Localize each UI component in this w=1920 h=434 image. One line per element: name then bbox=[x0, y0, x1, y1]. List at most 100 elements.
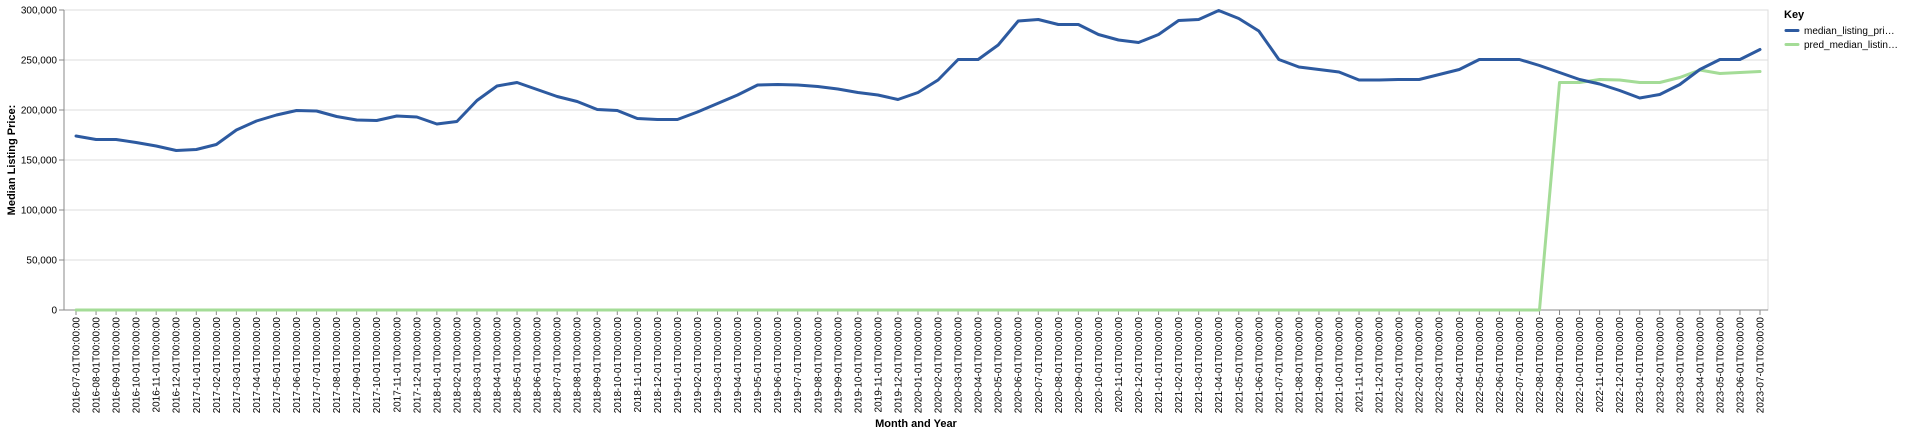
x-tick-label: 2019-03-01T00:00:00 bbox=[713, 317, 724, 414]
x-tick-label: 2018-07-01T00:00:00 bbox=[553, 317, 564, 414]
x-tick-label: 2023-06-01T00:00:00 bbox=[1735, 317, 1746, 414]
x-tick-label: 2018-04-01T00:00:00 bbox=[493, 317, 504, 414]
x-tick-label: 2020-03-01T00:00:00 bbox=[954, 317, 965, 414]
x-tick-label: 2022-11-01T00:00:00 bbox=[1595, 317, 1606, 413]
x-tick-label: 2020-11-01T00:00:00 bbox=[1114, 317, 1125, 413]
x-tick-label: 2019-09-01T00:00:00 bbox=[833, 317, 844, 414]
x-tick-label: 2022-06-01T00:00:00 bbox=[1495, 317, 1506, 414]
x-tick-label: 2017-05-01T00:00:00 bbox=[272, 317, 283, 414]
y-tick-label: 50,000 bbox=[26, 256, 57, 267]
y-axis-title: Median Listing Price: bbox=[6, 105, 18, 216]
x-tick-label: 2021-05-01T00:00:00 bbox=[1234, 317, 1245, 414]
x-tick-label: 2017-04-01T00:00:00 bbox=[252, 317, 263, 414]
x-tick-label: 2021-02-01T00:00:00 bbox=[1174, 317, 1185, 414]
x-tick-label: 2016-07-01T00:00:00 bbox=[72, 317, 83, 414]
x-tick-label: 2019-01-01T00:00:00 bbox=[673, 317, 684, 414]
x-tick-label: 2019-04-01T00:00:00 bbox=[733, 317, 744, 414]
x-tick-label: 2022-12-01T00:00:00 bbox=[1615, 317, 1626, 414]
x-tick-label: 2022-03-01T00:00:00 bbox=[1435, 317, 1446, 414]
x-tick-label: 2020-05-01T00:00:00 bbox=[994, 317, 1005, 414]
x-tick-label: 2022-08-01T00:00:00 bbox=[1535, 317, 1546, 414]
x-tick-label: 2021-04-01T00:00:00 bbox=[1214, 317, 1225, 414]
x-tick-label: 2021-07-01T00:00:00 bbox=[1274, 317, 1285, 414]
x-tick-label: 2018-09-01T00:00:00 bbox=[593, 317, 604, 414]
x-tick-label: 2020-07-01T00:00:00 bbox=[1034, 317, 1045, 414]
y-axis: 0 50,000 100,000 150,000 200,000 250,000 300,0… bbox=[21, 6, 65, 317]
x-tick-label: 2023-04-01T00:00:00 bbox=[1695, 317, 1706, 414]
x-tick-label: 2019-05-01T00:00:00 bbox=[753, 317, 764, 414]
x-tick-label: 2023-02-01T00:00:00 bbox=[1655, 317, 1666, 414]
legend-title: Key bbox=[1784, 9, 1805, 21]
series-line-median-listing-price bbox=[74, 9, 1762, 152]
x-tick-label: 2022-07-01T00:00:00 bbox=[1515, 317, 1526, 414]
x-tick-label: 2017-01-01T00:00:00 bbox=[192, 317, 203, 414]
x-tick-label: 2023-03-01T00:00:00 bbox=[1675, 317, 1686, 414]
x-tick-label: 2022-02-01T00:00:00 bbox=[1415, 317, 1426, 414]
x-tick-label: 2019-08-01T00:00:00 bbox=[813, 317, 824, 414]
x-tick-label: 2019-12-01T00:00:00 bbox=[893, 317, 904, 414]
legend: Key median_listing_pri… pred_median_listi… bbox=[1784, 9, 1898, 51]
series-layer bbox=[74, 9, 1762, 312]
x-tick-label: 2023-07-01T00:00:00 bbox=[1756, 317, 1767, 414]
x-axis-title: Month and Year bbox=[875, 418, 957, 430]
x-tick-label: 2021-09-01T00:00:00 bbox=[1314, 317, 1325, 414]
x-tick-label: 2021-12-01T00:00:00 bbox=[1375, 317, 1386, 414]
legend-label-median-listing-price: median_listing_pri… bbox=[1804, 26, 1895, 37]
y-tick-label: 200,000 bbox=[21, 106, 58, 117]
x-tick-label: 2020-12-01T00:00:00 bbox=[1134, 317, 1145, 414]
x-tick-label: 2020-01-01T00:00:00 bbox=[914, 317, 925, 414]
x-tick-label: 2016-10-01T00:00:00 bbox=[132, 317, 143, 414]
x-tick-label: 2022-09-01T00:00:00 bbox=[1555, 317, 1566, 414]
x-tick-label: 2023-01-01T00:00:00 bbox=[1635, 317, 1646, 414]
x-tick-label: 2021-03-01T00:00:00 bbox=[1194, 317, 1205, 414]
x-tick-label: 2021-10-01T00:00:00 bbox=[1335, 317, 1346, 414]
x-tick-label: 2018-08-01T00:00:00 bbox=[573, 317, 584, 414]
x-tick-label: 2021-06-01T00:00:00 bbox=[1254, 317, 1265, 414]
x-tick-label: 2022-04-01T00:00:00 bbox=[1455, 317, 1466, 414]
x-tick-label: 2020-06-01T00:00:00 bbox=[1014, 317, 1025, 414]
x-tick-label: 2021-01-01T00:00:00 bbox=[1154, 317, 1165, 414]
x-tick-label: 2022-05-01T00:00:00 bbox=[1475, 317, 1486, 414]
x-tick-label: 2020-09-01T00:00:00 bbox=[1074, 317, 1085, 414]
x-tick-label: 2018-05-01T00:00:00 bbox=[513, 317, 524, 414]
x-tick-label: 2020-02-01T00:00:00 bbox=[934, 317, 945, 414]
x-tick-label: 2018-12-01T00:00:00 bbox=[653, 317, 664, 414]
x-tick-label: 2019-06-01T00:00:00 bbox=[773, 317, 784, 414]
x-tick-label: 2017-03-01T00:00:00 bbox=[232, 317, 243, 414]
x-axis: 2016-07-01T00:00:00 2016-08-01T00:00:00 20… bbox=[64, 309, 1768, 414]
x-tick-label: 2017-06-01T00:00:00 bbox=[292, 317, 303, 414]
x-tick-label: 2017-02-01T00:00:00 bbox=[212, 317, 223, 414]
series-line-pred-median-listing-price bbox=[74, 68, 1762, 312]
x-tick-label: 2017-09-01T00:00:00 bbox=[352, 317, 363, 414]
x-tick-label: 2021-08-01T00:00:00 bbox=[1294, 317, 1305, 414]
x-tick-label: 2016-09-01T00:00:00 bbox=[112, 317, 123, 414]
y-tick-label: 150,000 bbox=[21, 156, 58, 167]
x-tick-label: 2022-01-01T00:00:00 bbox=[1395, 317, 1406, 414]
y-tick-label: 250,000 bbox=[21, 56, 58, 67]
x-tick-label: 2020-10-01T00:00:00 bbox=[1094, 317, 1105, 414]
x-tick-label: 2018-10-01T00:00:00 bbox=[613, 317, 624, 414]
x-tick-label: 2018-06-01T00:00:00 bbox=[533, 317, 544, 414]
x-tick-label: 2017-11-01T00:00:00 bbox=[392, 317, 403, 413]
x-tick-label: 2019-02-01T00:00:00 bbox=[693, 317, 704, 414]
x-tick-label: 2019-11-01T00:00:00 bbox=[873, 317, 884, 413]
x-tick-label: 2016-11-01T00:00:00 bbox=[152, 317, 163, 413]
x-tick-label: 2017-10-01T00:00:00 bbox=[372, 317, 383, 414]
x-tick-label: 2021-11-01T00:00:00 bbox=[1355, 317, 1366, 413]
x-tick-label: 2017-08-01T00:00:00 bbox=[332, 317, 343, 414]
y-tick-label: 100,000 bbox=[21, 206, 58, 217]
x-tick-label: 2017-07-01T00:00:00 bbox=[312, 317, 323, 414]
x-tick-label: 2018-03-01T00:00:00 bbox=[472, 317, 483, 414]
x-tick-label: 2022-10-01T00:00:00 bbox=[1575, 317, 1586, 414]
x-tick-label: 2016-08-01T00:00:00 bbox=[92, 317, 103, 414]
x-tick-label: 2019-07-01T00:00:00 bbox=[793, 317, 804, 414]
y-tick-label: 0 bbox=[51, 306, 57, 317]
x-tick-label: 2018-02-01T00:00:00 bbox=[452, 317, 463, 414]
x-tick-label: 2019-10-01T00:00:00 bbox=[853, 317, 864, 414]
x-tick-label: 2020-04-01T00:00:00 bbox=[974, 317, 985, 414]
legend-label-pred-median-listing-price: pred_median_listin… bbox=[1804, 40, 1898, 51]
x-tick-label: 2017-12-01T00:00:00 bbox=[412, 317, 423, 414]
x-tick-label: 2016-12-01T00:00:00 bbox=[172, 317, 183, 414]
